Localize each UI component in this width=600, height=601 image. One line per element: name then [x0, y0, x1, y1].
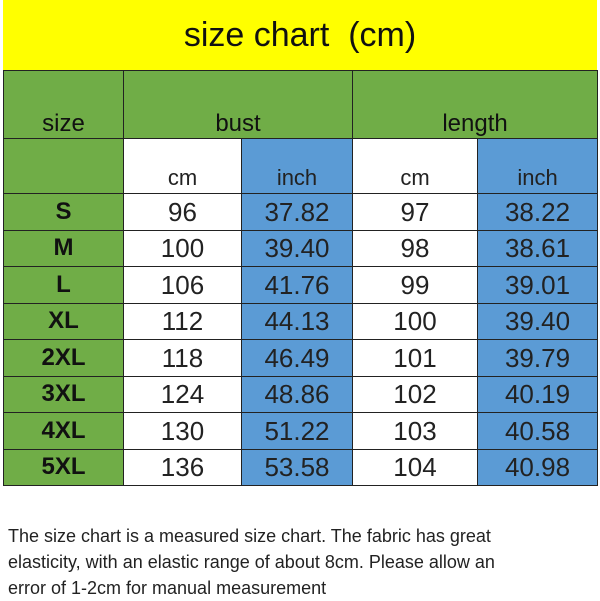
- cell-length-cm: 101: [352, 339, 478, 377]
- cell-size: 3XL: [3, 375, 124, 413]
- cell-bust-inch: 48.86: [241, 375, 353, 413]
- unit-blank: [3, 138, 124, 194]
- cell-bust-cm: 118: [123, 339, 242, 377]
- cell-bust-cm: 96: [123, 193, 242, 231]
- cell-bust-inch: 37.82: [241, 193, 353, 231]
- cell-size: XL: [3, 302, 124, 340]
- cell-bust-inch: 46.49: [241, 339, 353, 377]
- table-row: L 106 41.76 99 39.01: [3, 266, 599, 304]
- cell-length-cm: 102: [352, 375, 478, 413]
- cell-bust-cm: 112: [123, 302, 242, 340]
- header-size: size: [3, 70, 124, 139]
- cell-bust-cm: 130: [123, 412, 242, 450]
- size-table: size bust length cm inch cm inch S 96 37.8…: [3, 70, 599, 486]
- cell-bust-inch: 44.13: [241, 302, 353, 340]
- title-banner: size chart (cm): [3, 0, 597, 70]
- cell-size: 5XL: [3, 448, 124, 486]
- table-row: 5XL 136 53.58 104 40.98: [3, 448, 599, 486]
- cell-bust-cm: 106: [123, 266, 242, 304]
- cell-length-cm: 97: [352, 193, 478, 231]
- cell-length-cm: 98: [352, 229, 478, 267]
- table-row: 4XL 130 51.22 103 40.58: [3, 412, 599, 450]
- cell-size: 2XL: [3, 339, 124, 377]
- header-length: length: [351, 70, 599, 139]
- cell-length-inch: 38.22: [476, 193, 599, 231]
- header-bust: bust: [123, 70, 353, 139]
- unit-length-cm: cm: [352, 138, 478, 194]
- page-title: size chart (cm): [183, 15, 417, 54]
- cell-bust-cm: 100: [123, 229, 242, 267]
- cell-length-inch: 39.79: [476, 339, 599, 377]
- table-row: 2XL 118 46.49 101 39.79: [3, 339, 599, 377]
- cell-bust-inch: 39.40: [241, 229, 353, 267]
- cell-length-cm: 99: [352, 266, 478, 304]
- cell-length-cm: 100: [352, 302, 478, 340]
- table-row: S 96 37.82 97 38.22: [3, 193, 599, 231]
- table-row: XL 112 44.13 100 39.40: [3, 302, 599, 340]
- cell-bust-inch: 41.76: [241, 266, 353, 304]
- unit-bust-cm: cm: [123, 138, 242, 194]
- table-row: 3XL 124 48.86 102 40.19: [3, 375, 599, 413]
- cell-bust-cm: 136: [123, 448, 242, 486]
- cell-length-inch: 39.40: [476, 302, 599, 340]
- cell-bust-inch: 53.58: [241, 448, 353, 486]
- cell-bust-inch: 51.22: [241, 412, 353, 450]
- cell-size: L: [3, 266, 124, 304]
- unit-bust-inch: inch: [241, 138, 353, 194]
- cell-length-inch: 40.98: [476, 448, 599, 486]
- cell-bust-cm: 124: [123, 375, 242, 413]
- cell-length-inch: 40.58: [476, 412, 599, 450]
- cell-length-inch: 38.61: [476, 229, 599, 267]
- measurement-note: The size chart is a measured size chart.…: [8, 526, 495, 598]
- cell-length-inch: 40.19: [476, 375, 599, 413]
- unit-length-inch: inch: [476, 138, 599, 194]
- cell-size: 4XL: [3, 412, 124, 450]
- unit-row: cm inch cm inch: [3, 138, 599, 194]
- table-row: M 100 39.40 98 38.61: [3, 229, 599, 267]
- header-row: size bust length: [3, 70, 599, 139]
- cell-length-cm: 104: [352, 448, 478, 486]
- cell-length-inch: 39.01: [476, 266, 599, 304]
- cell-length-cm: 103: [352, 412, 478, 450]
- cell-size: S: [3, 193, 124, 231]
- cell-size: M: [3, 229, 124, 267]
